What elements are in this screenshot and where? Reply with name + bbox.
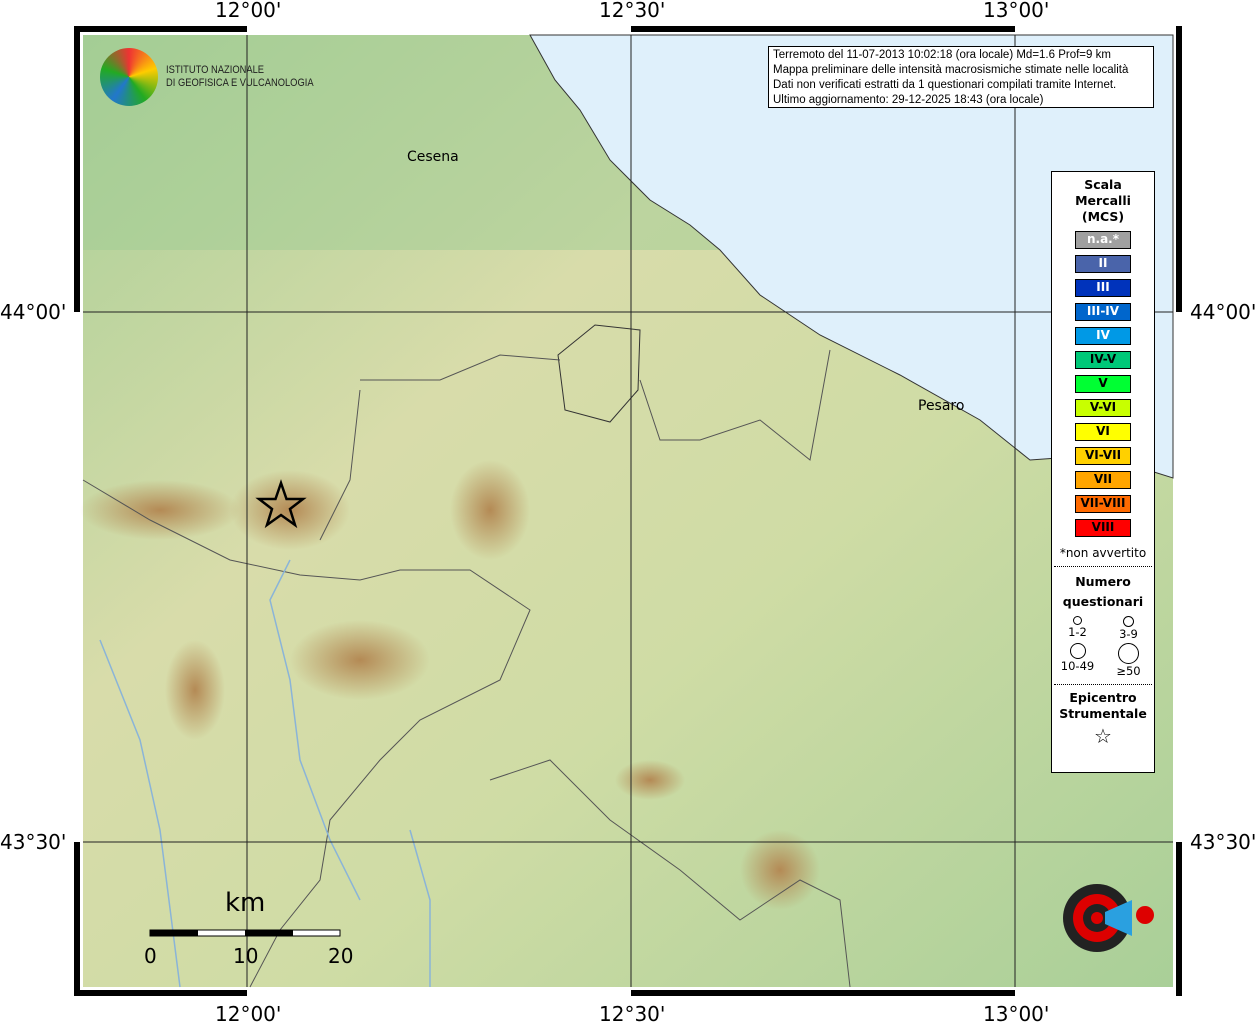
city-label: Pesaro bbox=[918, 398, 965, 414]
event-info-box: Terremoto del 11-07-2013 10:02:18 (ora l… bbox=[768, 46, 1154, 108]
lon-label-top: 12°30' bbox=[599, 0, 666, 22]
intensity-swatch: VI bbox=[1075, 423, 1131, 441]
lon-label-bottom: 13°00' bbox=[983, 1002, 1050, 1026]
intensity-swatch: V bbox=[1075, 375, 1131, 393]
intensity-swatch: IV-V bbox=[1075, 351, 1131, 369]
globe-icon bbox=[100, 48, 158, 106]
lat-label-right: 43°30' bbox=[1190, 830, 1255, 854]
legend: Scala Mercalli (MCS) n.a.* II III III-IV IV IV-… bbox=[1051, 171, 1155, 773]
scale-unit: km bbox=[225, 888, 266, 918]
intensity-swatch: VII bbox=[1075, 471, 1131, 489]
scale-tick: 20 bbox=[328, 944, 354, 968]
size-label: 3-9 bbox=[1119, 627, 1138, 641]
legend-title: Epicentro bbox=[1069, 690, 1137, 705]
logo-text: DI GEOFISICA E VULCANOLOGIA bbox=[166, 77, 314, 89]
event-info-line: Mappa preliminare delle intensità macros… bbox=[773, 64, 1129, 76]
lon-label-top: 12°00' bbox=[215, 0, 282, 22]
circle-size-icon bbox=[1073, 616, 1082, 625]
graticule bbox=[83, 35, 1173, 987]
circle-size-icon bbox=[1123, 616, 1134, 627]
intensity-swatch: III-IV bbox=[1075, 303, 1131, 321]
legend-title: Numero bbox=[1075, 574, 1131, 589]
scale-bar bbox=[149, 929, 341, 937]
star-icon: ☆ bbox=[1094, 724, 1112, 748]
intensity-swatch: VI-VII bbox=[1075, 447, 1131, 465]
watermark-logo bbox=[1063, 884, 1154, 952]
intensity-swatch: V-VI bbox=[1075, 399, 1131, 417]
legend-title: (MCS) bbox=[1081, 209, 1125, 224]
legend-note: *non avvertito bbox=[1059, 546, 1147, 560]
intensity-swatch: IV bbox=[1075, 327, 1131, 345]
ingv-logo: ISTITUTO NAZIONALE DI GEOFISICA E VULCANO… bbox=[100, 48, 340, 106]
legend-title: Mercalli bbox=[1075, 193, 1131, 208]
intensity-swatch: VIII bbox=[1075, 519, 1131, 537]
circle-size-icon bbox=[1118, 643, 1139, 664]
lon-label-bottom: 12°30' bbox=[599, 1002, 666, 1026]
legend-title: Scala bbox=[1084, 177, 1122, 192]
san-marino-border bbox=[557, 324, 641, 423]
lat-label-left: 43°30' bbox=[0, 830, 67, 854]
legend-title: questionari bbox=[1062, 594, 1144, 609]
size-label: 1-2 bbox=[1068, 625, 1087, 639]
lat-label-left: 44°00' bbox=[0, 300, 67, 324]
lat-label-right: 44°00' bbox=[1190, 300, 1255, 324]
size-label: ≥50 bbox=[1116, 664, 1141, 678]
scale-tick: 10 bbox=[233, 944, 259, 968]
size-label: 10-49 bbox=[1060, 659, 1095, 673]
circle-size-icon bbox=[1069, 643, 1086, 659]
intensity-swatch: n.a.* bbox=[1075, 231, 1131, 249]
lon-label-bottom: 12°00' bbox=[215, 1002, 282, 1026]
scale-tick: 0 bbox=[144, 944, 157, 968]
intensity-swatch: VII-VIII bbox=[1075, 495, 1131, 513]
event-info-line: Dati non verificati estratti da 1 questi… bbox=[773, 79, 1117, 91]
event-info-line: Ultimo aggiornamento: 29-12-2025 18:43 (… bbox=[773, 94, 1044, 106]
intensity-swatch: III bbox=[1075, 279, 1131, 297]
lon-label-top: 13°00' bbox=[983, 0, 1050, 22]
event-info-line: Terremoto del 11-07-2013 10:02:18 (ora l… bbox=[773, 49, 1111, 61]
intensity-swatch: II bbox=[1075, 255, 1131, 273]
legend-title: Strumentale bbox=[1059, 706, 1147, 721]
epicenter-star[interactable] bbox=[255, 479, 307, 529]
city-label: Cesena bbox=[407, 149, 459, 165]
logo-text: ISTITUTO NAZIONALE bbox=[166, 64, 265, 76]
